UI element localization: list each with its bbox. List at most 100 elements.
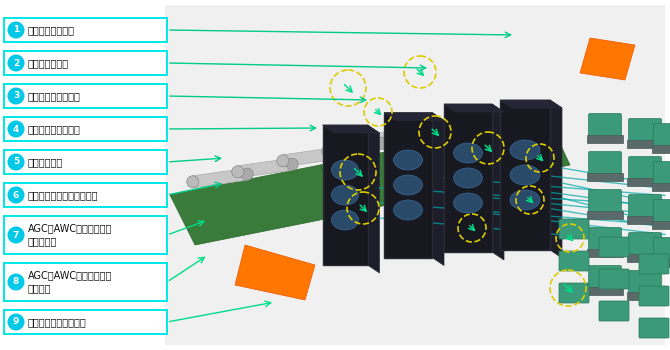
Ellipse shape bbox=[277, 155, 289, 167]
Text: 3: 3 bbox=[13, 91, 19, 100]
FancyBboxPatch shape bbox=[628, 195, 661, 219]
Bar bbox=[165, 5, 665, 345]
Text: （外付け）: （外付け） bbox=[28, 237, 58, 246]
Ellipse shape bbox=[454, 168, 482, 188]
FancyBboxPatch shape bbox=[322, 125, 368, 265]
FancyBboxPatch shape bbox=[653, 161, 670, 187]
FancyBboxPatch shape bbox=[652, 183, 670, 191]
FancyBboxPatch shape bbox=[559, 219, 589, 239]
FancyBboxPatch shape bbox=[4, 263, 167, 301]
Text: ロール組替台車: ロール組替台車 bbox=[28, 58, 69, 68]
Ellipse shape bbox=[421, 126, 433, 138]
FancyBboxPatch shape bbox=[588, 152, 622, 176]
Polygon shape bbox=[238, 158, 292, 178]
Polygon shape bbox=[170, 165, 345, 245]
FancyBboxPatch shape bbox=[587, 173, 623, 181]
Circle shape bbox=[7, 55, 25, 71]
Polygon shape bbox=[368, 125, 379, 273]
Text: ワークロールシフト: ワークロールシフト bbox=[28, 91, 81, 101]
FancyBboxPatch shape bbox=[627, 254, 663, 262]
FancyBboxPatch shape bbox=[627, 216, 663, 224]
Ellipse shape bbox=[412, 124, 423, 136]
Circle shape bbox=[7, 226, 25, 244]
Polygon shape bbox=[283, 147, 337, 167]
Ellipse shape bbox=[241, 168, 253, 180]
FancyBboxPatch shape bbox=[599, 301, 629, 321]
Ellipse shape bbox=[366, 134, 379, 146]
Polygon shape bbox=[580, 38, 635, 80]
Text: AGC・AWC油圧圧下昇降: AGC・AWC油圧圧下昇降 bbox=[28, 224, 113, 233]
Ellipse shape bbox=[510, 165, 540, 185]
FancyBboxPatch shape bbox=[587, 135, 623, 143]
FancyBboxPatch shape bbox=[628, 119, 661, 144]
Ellipse shape bbox=[393, 175, 422, 195]
Text: 2: 2 bbox=[13, 58, 19, 68]
FancyBboxPatch shape bbox=[4, 183, 167, 207]
FancyBboxPatch shape bbox=[4, 51, 167, 75]
FancyBboxPatch shape bbox=[559, 283, 589, 303]
Polygon shape bbox=[373, 126, 427, 146]
Polygon shape bbox=[322, 125, 379, 133]
FancyBboxPatch shape bbox=[444, 104, 492, 252]
Ellipse shape bbox=[454, 193, 482, 213]
FancyBboxPatch shape bbox=[4, 18, 167, 42]
FancyBboxPatch shape bbox=[639, 318, 669, 338]
FancyBboxPatch shape bbox=[4, 150, 167, 174]
Circle shape bbox=[7, 273, 25, 290]
FancyBboxPatch shape bbox=[652, 145, 670, 153]
FancyBboxPatch shape bbox=[652, 259, 670, 267]
FancyBboxPatch shape bbox=[628, 232, 661, 258]
Circle shape bbox=[7, 88, 25, 105]
Circle shape bbox=[7, 187, 25, 203]
Ellipse shape bbox=[466, 116, 478, 128]
FancyBboxPatch shape bbox=[599, 269, 629, 289]
Ellipse shape bbox=[322, 145, 334, 157]
FancyBboxPatch shape bbox=[587, 287, 623, 295]
FancyBboxPatch shape bbox=[639, 254, 669, 274]
Polygon shape bbox=[235, 245, 315, 300]
Ellipse shape bbox=[393, 150, 422, 170]
Ellipse shape bbox=[332, 210, 358, 230]
Polygon shape bbox=[550, 100, 562, 258]
Text: 7: 7 bbox=[13, 231, 19, 239]
Text: 9: 9 bbox=[13, 317, 19, 327]
FancyBboxPatch shape bbox=[628, 271, 661, 295]
FancyBboxPatch shape bbox=[652, 221, 670, 229]
FancyBboxPatch shape bbox=[587, 211, 623, 219]
FancyBboxPatch shape bbox=[4, 216, 167, 254]
Circle shape bbox=[7, 314, 25, 330]
Text: 4: 4 bbox=[13, 125, 19, 133]
Circle shape bbox=[7, 21, 25, 38]
Circle shape bbox=[7, 154, 25, 170]
Text: チョッククランプ: チョッククランプ bbox=[28, 25, 75, 35]
FancyBboxPatch shape bbox=[4, 117, 167, 141]
Polygon shape bbox=[445, 122, 570, 185]
Ellipse shape bbox=[332, 160, 358, 180]
Polygon shape bbox=[492, 104, 504, 260]
Ellipse shape bbox=[393, 200, 422, 220]
FancyBboxPatch shape bbox=[628, 156, 661, 182]
Ellipse shape bbox=[510, 140, 540, 160]
FancyBboxPatch shape bbox=[588, 189, 622, 215]
Ellipse shape bbox=[454, 143, 482, 163]
Ellipse shape bbox=[331, 147, 343, 159]
Text: （内蔵）: （内蔵） bbox=[28, 284, 52, 293]
Polygon shape bbox=[384, 112, 444, 120]
Text: AGC・AWC油圧圧下昇降: AGC・AWC油圧圧下昇降 bbox=[28, 271, 113, 281]
Polygon shape bbox=[418, 116, 472, 136]
Text: 5: 5 bbox=[13, 158, 19, 167]
Text: ルーパー設備: ルーパー設備 bbox=[28, 157, 63, 167]
Text: 1: 1 bbox=[13, 26, 19, 35]
Polygon shape bbox=[328, 137, 382, 157]
FancyBboxPatch shape bbox=[587, 249, 623, 257]
Text: 6: 6 bbox=[13, 190, 19, 199]
Polygon shape bbox=[444, 104, 504, 112]
FancyBboxPatch shape bbox=[627, 178, 663, 186]
Text: 電動圧下スクリュー: 電動圧下スクリュー bbox=[28, 124, 81, 134]
Text: ストリッパガイド昇降: ストリッパガイド昇降 bbox=[28, 317, 86, 327]
Ellipse shape bbox=[332, 185, 358, 205]
Ellipse shape bbox=[377, 137, 388, 149]
Text: 8: 8 bbox=[13, 278, 19, 287]
Polygon shape bbox=[500, 100, 562, 108]
FancyBboxPatch shape bbox=[588, 228, 622, 252]
